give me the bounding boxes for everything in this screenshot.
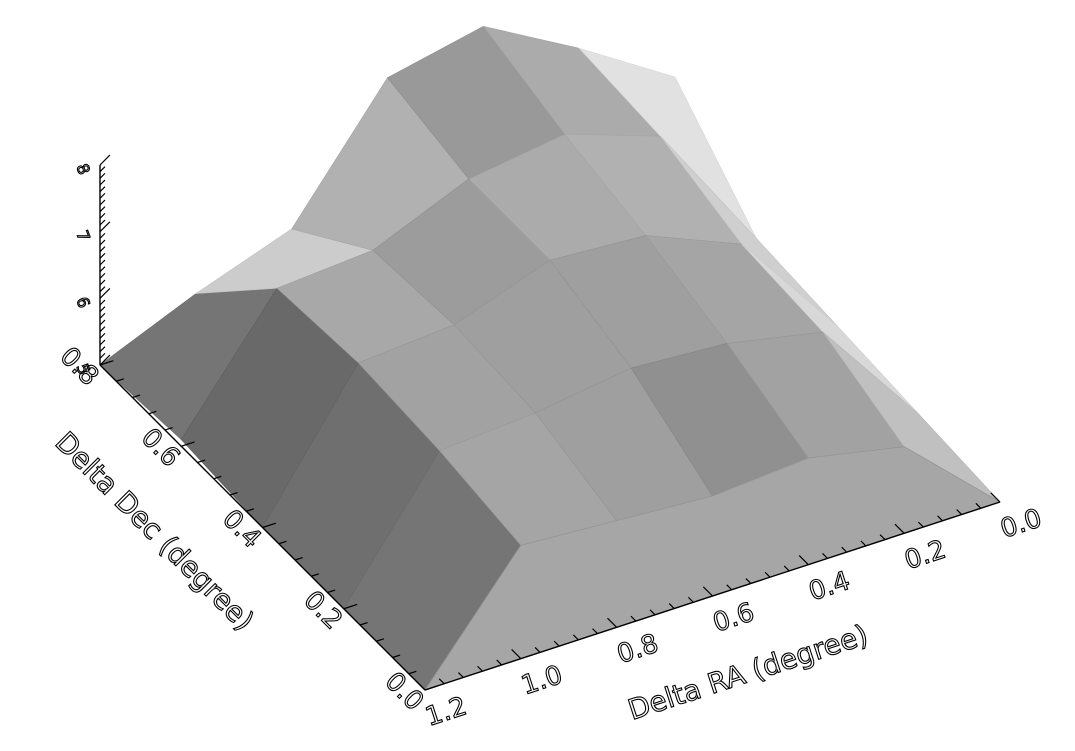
- x-tick: [783, 565, 790, 572]
- y-tick: [197, 459, 206, 464]
- x-tick: [798, 555, 809, 566]
- x-tick: [860, 540, 867, 547]
- z-tick: [99, 186, 106, 193]
- x-tick: [649, 609, 656, 616]
- y-tick: [132, 394, 141, 399]
- x-tick: [607, 617, 618, 628]
- z-tick: [99, 319, 106, 326]
- x-tick: [822, 553, 828, 559]
- surface-mesh: [99, 25, 1001, 691]
- z-tick: [99, 332, 106, 339]
- z-tick: [99, 179, 106, 186]
- z-tick: [99, 279, 106, 286]
- z-tick: [99, 252, 106, 259]
- x-tick-label: 1.2: [422, 691, 471, 732]
- z-tick: [99, 239, 106, 246]
- z-tick: [99, 192, 106, 199]
- z-tick: [99, 219, 106, 226]
- y-tick: [408, 670, 417, 675]
- x-tick: [745, 578, 752, 584]
- z-tick: [99, 232, 106, 239]
- y-tick: [424, 685, 439, 691]
- x-tick-label: 0.0: [997, 503, 1046, 544]
- x-tick: [511, 649, 522, 660]
- y-tick: [327, 589, 336, 594]
- x-tick-label: 0.2: [901, 535, 950, 576]
- y-tick: [343, 603, 358, 610]
- z-tick: [99, 246, 106, 253]
- z-tick: [99, 221, 111, 233]
- z-tick: [99, 326, 106, 333]
- y-tick: [164, 426, 173, 431]
- x-tick-label: 0.4: [805, 566, 854, 607]
- z-tick: [99, 352, 106, 359]
- x-tick: [726, 584, 733, 591]
- x-tick: [917, 521, 924, 528]
- x-tick: [415, 680, 426, 691]
- z-tick: [99, 154, 111, 166]
- z-tick: [99, 266, 106, 273]
- x-tick: [572, 634, 579, 641]
- x-tick: [937, 515, 943, 522]
- z-tick: [99, 199, 106, 206]
- z-tick: [99, 206, 106, 213]
- x-tick: [879, 534, 886, 541]
- z-tick-label: 6: [72, 294, 93, 310]
- y-tick: [278, 540, 287, 545]
- x-tick: [975, 502, 982, 509]
- x-tick: [438, 678, 445, 685]
- z-tick: [99, 288, 111, 299]
- y-tick: [311, 573, 320, 577]
- x-tick: [592, 628, 598, 635]
- x-tick: [687, 596, 694, 603]
- z-tick-label: 8: [72, 161, 93, 177]
- x-tick: [477, 665, 483, 672]
- y-tick: [359, 621, 368, 626]
- z-tick: [99, 312, 106, 319]
- x-tick: [668, 603, 675, 609]
- x-tick: [457, 672, 464, 678]
- z-tick: [99, 272, 106, 279]
- z-tick: [99, 286, 106, 293]
- x-tick-label: 1.0: [518, 660, 567, 701]
- z-tick: [99, 299, 106, 306]
- x-tick-label: 0.6: [709, 597, 758, 638]
- x-tick: [553, 640, 560, 647]
- y-tick: [181, 441, 195, 447]
- z-tick: [99, 346, 106, 353]
- y-tick: [229, 491, 238, 496]
- z-tick: [99, 166, 106, 173]
- y-tick: [294, 556, 303, 561]
- z-tick-label: 7: [72, 228, 93, 244]
- x-tick: [894, 523, 905, 534]
- z-tick: [99, 339, 106, 346]
- y-tick: [392, 654, 401, 659]
- x-tick-label: 0.8: [614, 629, 663, 670]
- y-tick: [116, 378, 125, 382]
- x-tick: [630, 615, 637, 622]
- x-tick: [841, 546, 848, 553]
- y-tick: [376, 638, 385, 642]
- y-tick: [246, 508, 255, 512]
- y-tick: [148, 410, 157, 415]
- y-tick: [99, 360, 114, 366]
- z-tick: [99, 259, 106, 266]
- x-tick: [496, 659, 503, 666]
- z-tick: [99, 354, 111, 366]
- x-tick: [702, 586, 713, 597]
- y-tick: [262, 522, 276, 529]
- x-tick: [956, 509, 963, 515]
- z-tick: [99, 212, 106, 219]
- z-tick: [99, 306, 106, 313]
- x-axis-title: Delta RA (degree): [624, 618, 872, 727]
- z-tick: [99, 172, 106, 179]
- x-tick: [534, 647, 541, 653]
- x-tick: [990, 492, 1001, 503]
- y-tick: [213, 475, 222, 480]
- x-tick: [764, 571, 771, 578]
